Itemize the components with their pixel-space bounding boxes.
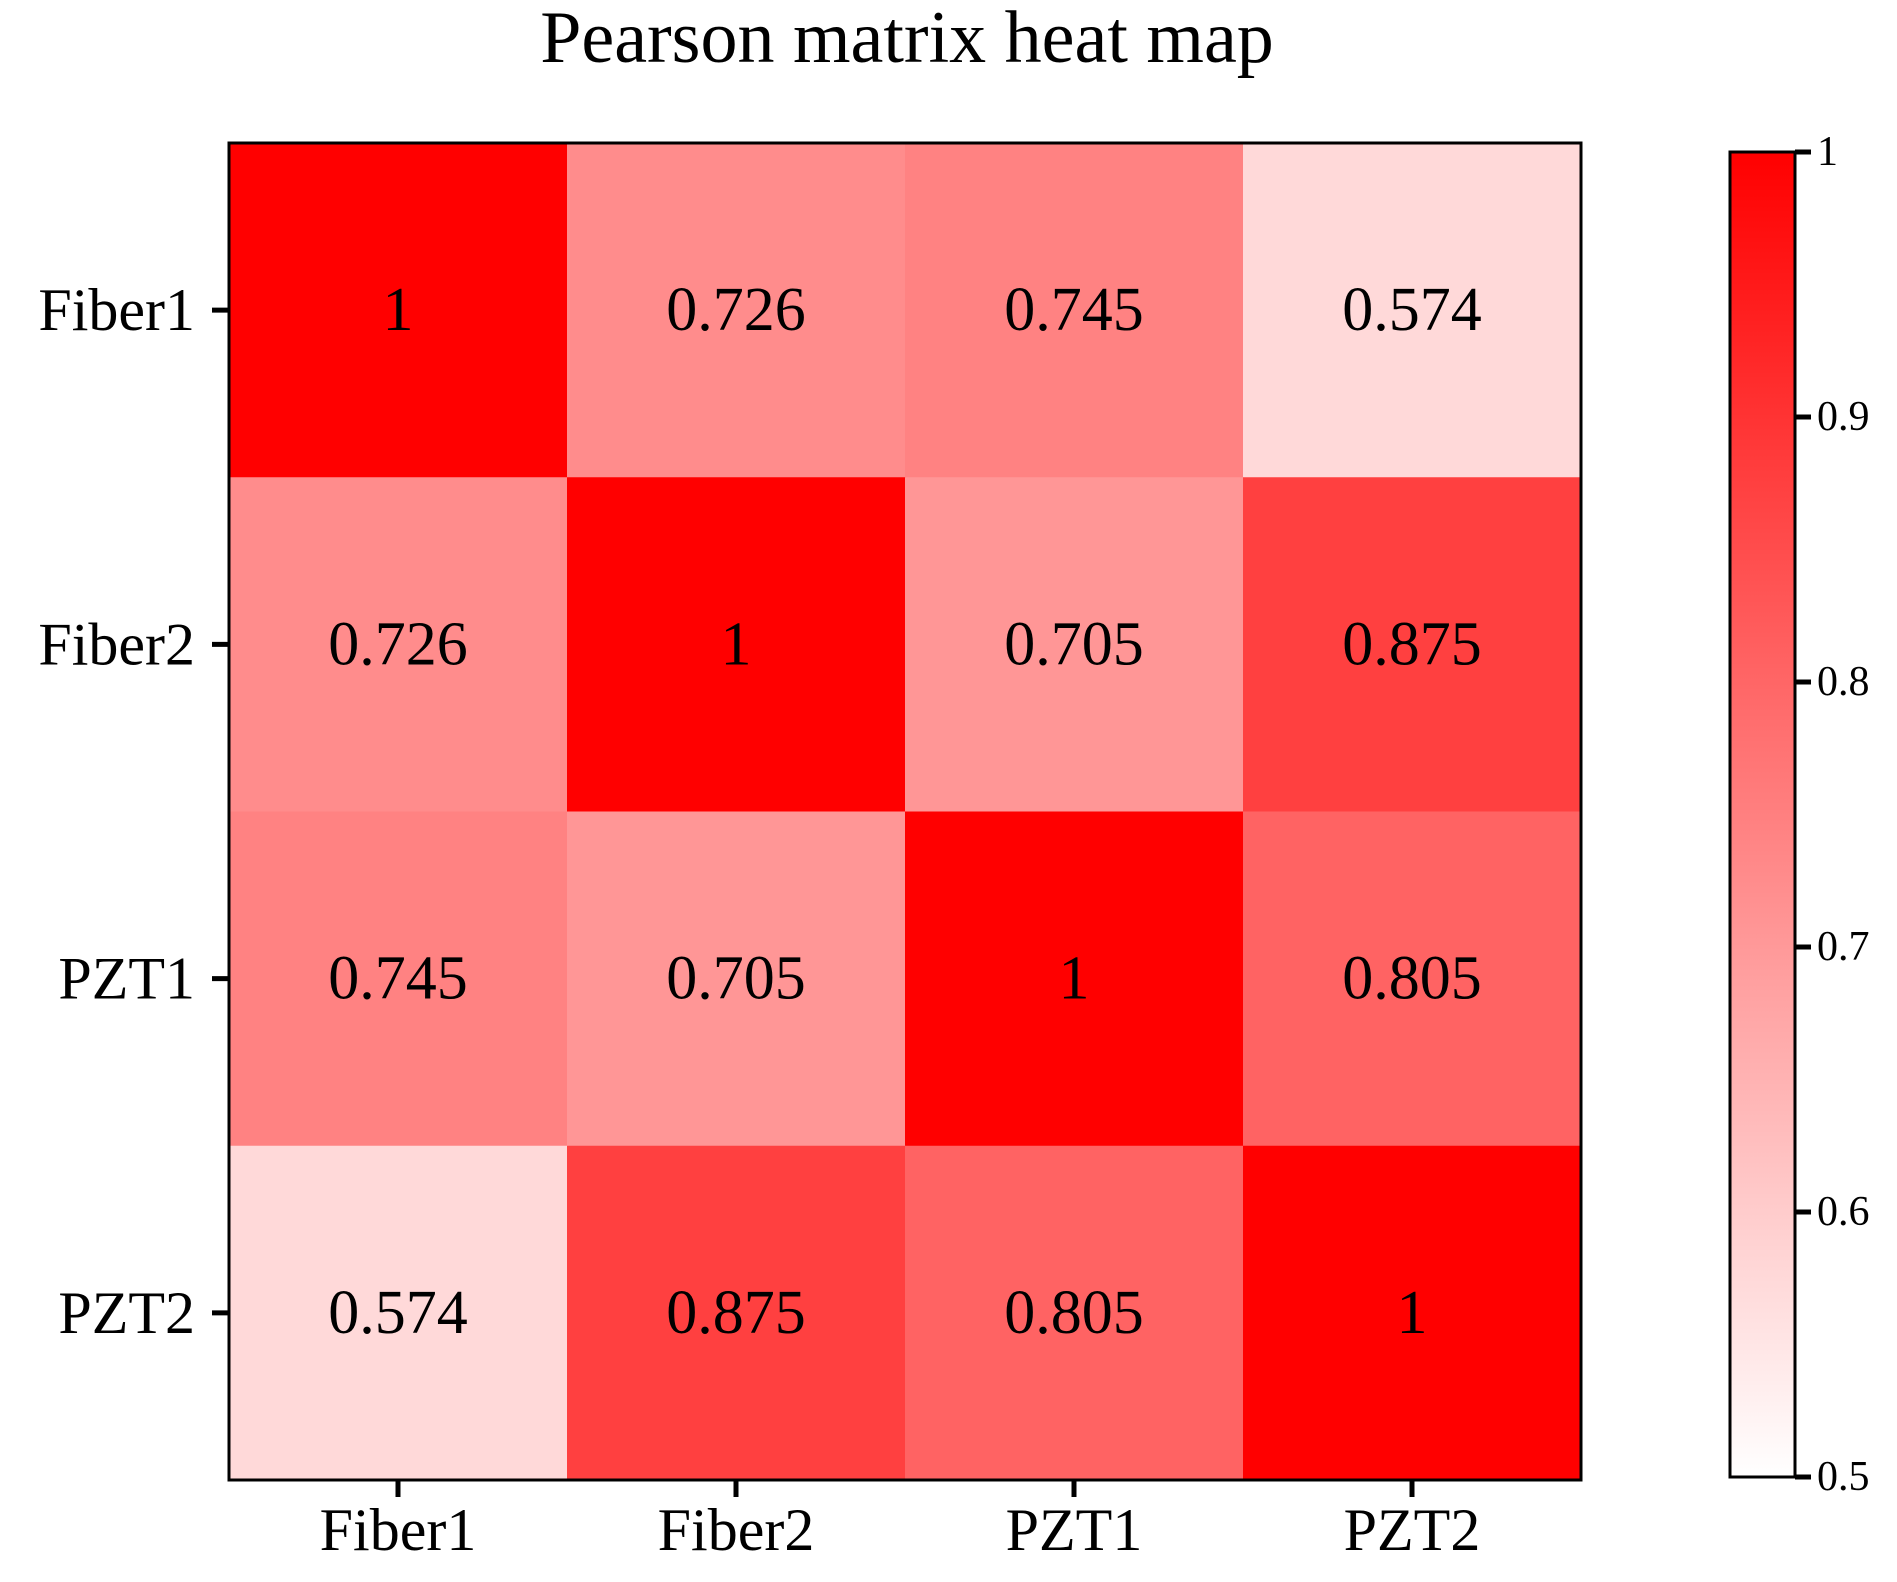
cell-value-label-2-2: 1: [1059, 945, 1090, 1013]
y-tick-label-fiber2: Fiber2: [38, 611, 195, 677]
cell-value-label-0-0: 1: [383, 276, 414, 344]
colorbar-gradient-bar: [1728, 150, 1797, 1479]
x-tick-label-fiber1: Fiber1: [320, 1497, 477, 1563]
heatmap-cell-3-1: [567, 1145, 906, 1481]
colorbar-tick-label: 0.9: [1817, 394, 1870, 440]
heatmap-cell-2-0: [229, 811, 568, 1147]
heatmap-cell-1-2: [905, 477, 1244, 812]
cell-value-label-0-1: 0.726: [666, 276, 806, 344]
colorbar-tick-label: 0.8: [1817, 659, 1870, 705]
colorbar-tick-label: 0.7: [1817, 924, 1870, 970]
heatmap-cell-0-2: [905, 143, 1244, 478]
cell-value-label-2-3: 0.805: [1342, 945, 1482, 1013]
heatmap-cell-3-0: [229, 1145, 568, 1481]
colorbar-tick-label: 0.5: [1817, 1454, 1870, 1500]
cell-value-label-3-1: 0.875: [666, 1279, 806, 1347]
heatmap-cell-3-2: [905, 1145, 1244, 1481]
colorbar-tick-label: 0.6: [1817, 1189, 1870, 1235]
cell-value-label-3-3: 1: [1397, 1279, 1428, 1347]
heatmap-cell-1-3: [1243, 477, 1582, 812]
heatmap-cell-labels: 1 0.726 0.745 0.574 0.726 1 0.705 0.875 0.745 0.7…: [328, 276, 1482, 1347]
heatmap-cell-0-0: [229, 143, 568, 478]
x-tick-label-fiber2: Fiber2: [658, 1497, 815, 1563]
x-axis: Fiber1 Fiber2 PZT1 PZT2: [320, 1480, 1481, 1563]
heatmap-cell-2-3: [1243, 811, 1582, 1147]
heatmap-cell-0-3: [1243, 143, 1582, 478]
y-tick-label-fiber1: Fiber1: [38, 277, 195, 343]
y-tick-label-pzt2: PZT2: [58, 1280, 195, 1346]
cell-value-label-1-1: 1: [721, 610, 752, 678]
cell-value-label-1-3: 0.875: [1342, 610, 1482, 678]
heatmap-cell-2-2: [905, 811, 1244, 1147]
cell-value-label-3-2: 0.805: [1004, 1279, 1144, 1347]
colorbar: 0.5 0.6 0.7 0.8 0.9 1: [1728, 129, 1870, 1500]
y-axis: Fiber1 Fiber2 PZT1 PZT2: [38, 277, 229, 1346]
cell-value-label-2-0: 0.745: [328, 945, 468, 1013]
colorbar-ticks: 0.5 0.6 0.7 0.8 0.9 1: [1795, 129, 1870, 1500]
heatmap-cells: [229, 143, 1582, 1481]
cell-value-label-1-2: 0.705: [1004, 610, 1144, 678]
heatmap-cell-3-3: [1243, 1145, 1582, 1481]
cell-value-label-1-0: 0.726: [328, 610, 468, 678]
x-tick-label-pzt1: PZT1: [1006, 1497, 1143, 1563]
heatmap-cell-0-1: [567, 143, 906, 478]
plot-frame: [227, 141, 1583, 1482]
colorbar-tick-label: 1: [1817, 129, 1838, 175]
x-tick-label-pzt2: PZT2: [1344, 1497, 1481, 1563]
heatmap-cell-1-1: [567, 477, 906, 812]
y-tick-label-pzt1: PZT1: [58, 946, 195, 1012]
cell-value-label-3-0: 0.574: [328, 1279, 468, 1347]
cell-value-label-0-3: 0.574: [1342, 276, 1482, 344]
cell-value-label-0-2: 0.745: [1004, 276, 1144, 344]
chart-title: Pearson matrix heat map: [540, 0, 1274, 79]
heatmap-cell-1-0: [229, 477, 568, 812]
heatmap-cell-2-1: [567, 811, 906, 1147]
cell-value-label-2-1: 0.705: [666, 945, 806, 1013]
